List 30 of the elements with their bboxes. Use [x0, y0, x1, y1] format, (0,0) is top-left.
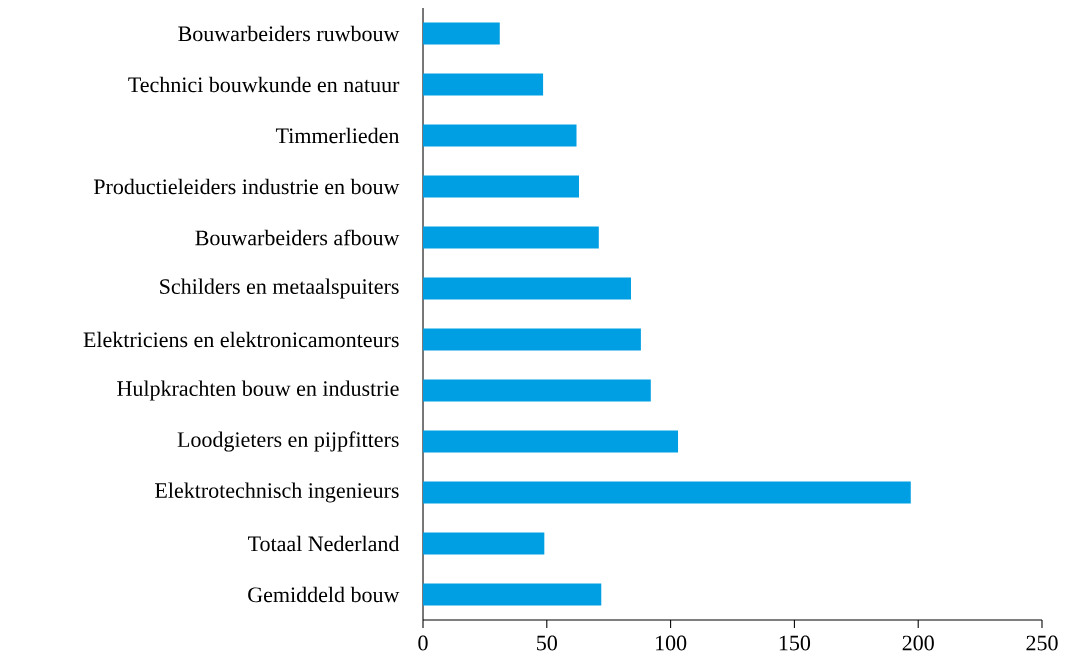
y-tick-label: Bouwarbeiders ruwbouw [178, 25, 400, 42]
x-tick-label: 200 [902, 635, 934, 651]
y-tick-label: Gemiddeld bouw [248, 586, 400, 603]
x-tick-label: 0 [418, 635, 428, 651]
y-tick-label: Loodgieters en pijpfitters [177, 431, 399, 452]
y-tick-label: Technici bouwkunde en natuur [128, 76, 400, 93]
y-tick-label: Hulpkrachten bouw en industrie [117, 380, 399, 401]
bar [423, 175, 579, 198]
bar [423, 481, 911, 504]
bar [423, 226, 599, 249]
x-tick-label: 50 [537, 635, 557, 651]
x-tick-label: 150 [779, 635, 811, 651]
x-tick-label: 250 [1026, 635, 1058, 651]
bar [423, 277, 631, 300]
bar [423, 430, 679, 453]
bar [423, 532, 545, 555]
y-tick-label: Elektriciens en elektronicamonteurs [83, 331, 399, 348]
bar [423, 73, 544, 96]
y-tick-label: Timmerlieden [275, 127, 400, 144]
bar [423, 583, 602, 606]
bar [423, 124, 577, 147]
x-tick-label: 100 [656, 635, 687, 651]
y-tick-label: Productieleiders industrie en bouw [93, 178, 400, 195]
y-tick-label: Schilders en metaalspuiters [160, 278, 399, 299]
bar [423, 328, 641, 351]
y-tick-label: Bouwarbeiders afbouw [195, 229, 400, 246]
bar [423, 22, 500, 45]
y-tick-label: Totaal Nederland [248, 535, 400, 552]
bar [423, 379, 651, 402]
y-tick-label: Elektrotechnisch ingenieurs [155, 482, 399, 503]
